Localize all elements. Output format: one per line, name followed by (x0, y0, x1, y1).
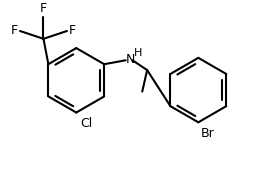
Text: Br: Br (200, 127, 214, 140)
Text: F: F (69, 24, 76, 37)
Text: H: H (133, 48, 142, 58)
Text: F: F (11, 24, 18, 37)
Text: N: N (126, 53, 135, 66)
Text: F: F (40, 2, 47, 15)
Text: Cl: Cl (80, 117, 92, 130)
